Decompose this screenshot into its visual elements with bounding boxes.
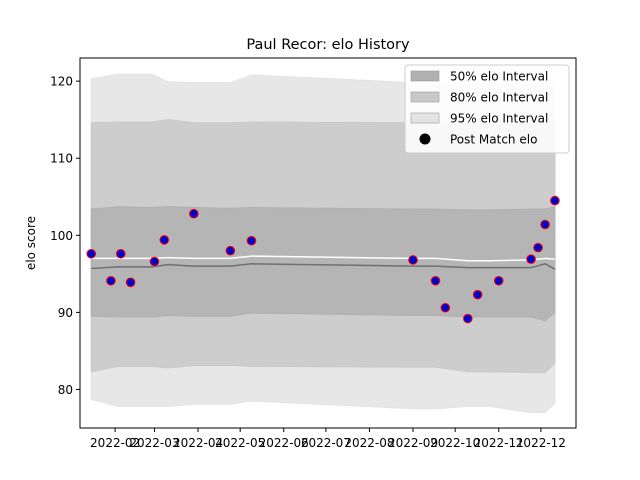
- x-tick-label: 2022-07: [301, 436, 351, 450]
- legend-entry-80-label: 80% elo Interval: [450, 91, 548, 105]
- chart-title: Paul Recor: elo History: [246, 37, 410, 53]
- post-match-point: [106, 275, 116, 286]
- post-match-point: [149, 256, 160, 267]
- y-axis: 80 90 100 110 120: [50, 75, 80, 397]
- post-match-point: [472, 289, 483, 300]
- legend-entry-80-swatch: [410, 91, 440, 103]
- x-tick-label: 2022-02: [90, 436, 140, 450]
- post-match-point: [550, 195, 560, 206]
- legend-entry-post-match-marker: [419, 133, 431, 145]
- post-match-point: [430, 275, 441, 286]
- y-tick-label: 90: [58, 306, 73, 320]
- post-match-point: [86, 248, 97, 259]
- x-tick-label: 2022-09: [388, 436, 438, 450]
- interval-band-50: [90, 206, 556, 322]
- post-match-point: [493, 275, 504, 286]
- x-tick-label: 2022-10: [430, 436, 480, 450]
- x-tick-label: 2022-11: [474, 436, 524, 450]
- post-match-point: [159, 235, 170, 245]
- x-tick-label: 2022-06: [259, 436, 309, 450]
- y-tick-label: 80: [58, 383, 73, 397]
- median-line: [91, 263, 556, 270]
- plot-area: [79, 57, 577, 429]
- post-match-point: [540, 219, 550, 230]
- y-tick-label: 120: [50, 75, 73, 89]
- interval-bands: [90, 73, 556, 414]
- post-match-point: [115, 248, 126, 259]
- x-tick-label: 2022-03: [129, 436, 179, 450]
- x-tick-label: 2022-12: [516, 436, 566, 450]
- y-tick-label: 110: [50, 152, 73, 166]
- post-match-point: [246, 235, 257, 246]
- legend-entry-post-match-label: Post Match elo: [450, 133, 537, 147]
- legend-entry-50-label: 50% elo Interval: [450, 70, 548, 84]
- legend: 50% elo Interval 80% elo Interval 95% elo …: [404, 64, 570, 154]
- legend-entry-95-swatch: [410, 112, 440, 124]
- axes-frame: [79, 57, 577, 429]
- x-tick-label: 2022-05: [215, 436, 265, 450]
- y-axis-label: elo score: [24, 216, 38, 270]
- x-axis: 2022-022022-032022-042022-052022-062022-…: [90, 428, 566, 450]
- post-match-point: [533, 242, 543, 253]
- post-match-point: [189, 208, 199, 219]
- post-match-point: [225, 245, 236, 256]
- post-match-points: [86, 195, 560, 324]
- x-tick-label: 2022-04: [173, 436, 223, 450]
- legend-entry-50-swatch: [410, 70, 440, 82]
- post-match-point: [408, 255, 418, 265]
- y-tick-label: 100: [50, 229, 73, 243]
- legend-entry-95-label: 95% elo Interval: [450, 112, 548, 126]
- post-match-point: [463, 313, 473, 324]
- legend-box: [404, 64, 570, 154]
- post-match-point: [440, 302, 451, 313]
- post-match-point: [125, 277, 136, 288]
- post-match-point: [526, 254, 536, 264]
- x-tick-label: 2022-08: [344, 436, 394, 450]
